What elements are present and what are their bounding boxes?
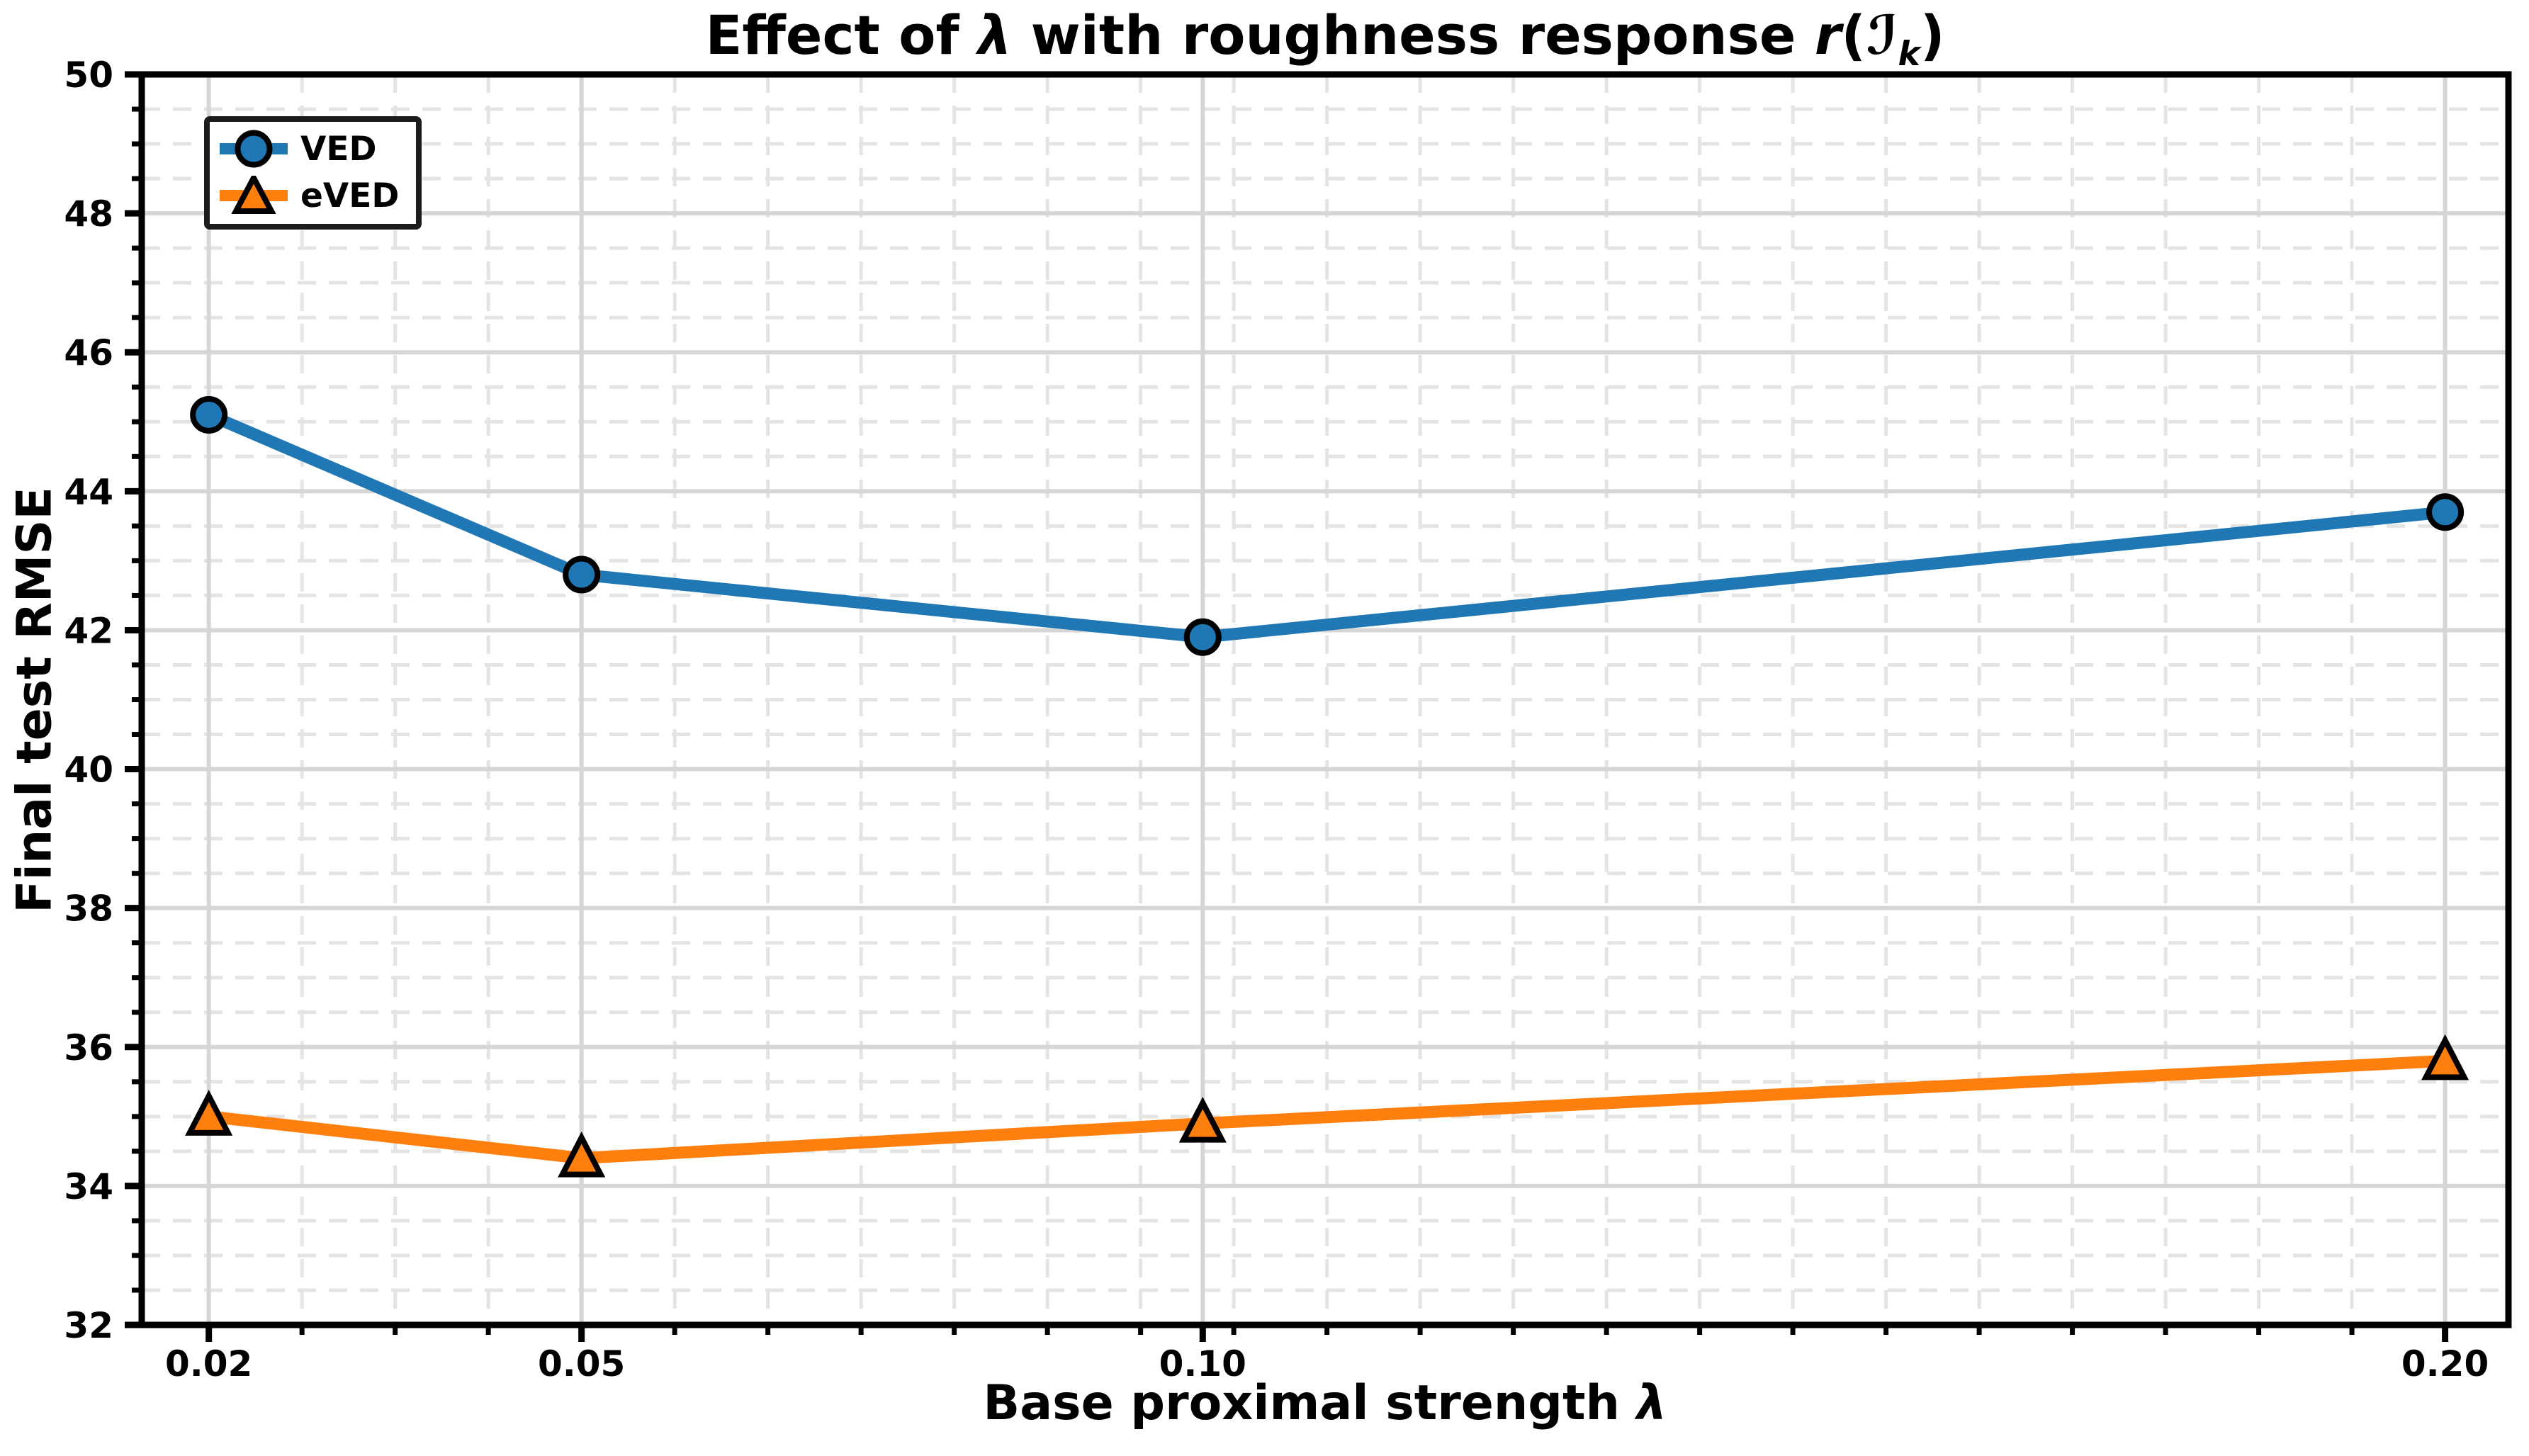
eved-marker-0.05 xyxy=(558,1131,606,1178)
legend-item-ved: VED xyxy=(218,129,399,169)
ved-series xyxy=(190,395,2465,656)
x-tick-label-0.05: 0.05 xyxy=(538,1343,625,1384)
title-sub-k: k xyxy=(1898,35,1920,74)
xlabel-text: Base proximal strength xyxy=(983,1375,1637,1431)
y-tick-label-34: 34 xyxy=(64,1166,113,1207)
y-axis-label: Final test RMSE xyxy=(6,487,63,913)
legend: VED eVED xyxy=(204,116,422,230)
eved-marker-0.10 xyxy=(1178,1096,1227,1143)
y-tick-label-32: 32 xyxy=(64,1305,113,1346)
eved-line xyxy=(203,1054,2452,1165)
eved-series xyxy=(185,1034,2469,1178)
eved-marker-0.20 xyxy=(2421,1034,2469,1080)
ved-line-circle-icon xyxy=(220,130,288,168)
ved-line xyxy=(203,408,2452,643)
legend-label-ved: VED xyxy=(300,129,377,169)
title-middle: with roughness response xyxy=(1012,4,1815,67)
y-tick-label-38: 38 xyxy=(64,888,113,930)
axis-ticks xyxy=(125,71,2449,1342)
minor-gridlines xyxy=(142,74,2508,1325)
ved-marker-0.10 xyxy=(1183,618,1222,656)
y-tick-label-46: 46 xyxy=(64,332,113,373)
ved-marker-0.02 xyxy=(190,395,228,434)
y-tick-label-44: 44 xyxy=(64,471,113,512)
title-open-paren: ( xyxy=(1841,4,1866,67)
title-r: r xyxy=(1814,4,1842,67)
y-tick-label-40: 40 xyxy=(64,750,113,791)
x-axis-label: Base proximal strength λ xyxy=(983,1377,1667,1430)
title-close-paren: ) xyxy=(1920,4,1945,67)
title-script-I: ℐ xyxy=(1866,4,1898,67)
x-tick-label-0.20: 0.20 xyxy=(2401,1343,2489,1384)
eved-marker-0.02 xyxy=(185,1090,233,1136)
title-lambda: λ xyxy=(978,4,1013,67)
ved-marker-0.20 xyxy=(2426,493,2465,531)
legend-item-eved: eVED xyxy=(218,176,399,215)
title-text: Effect of xyxy=(705,4,979,67)
legend-label-eved: eVED xyxy=(300,176,400,215)
y-tick-label-50: 50 xyxy=(64,55,113,96)
x-tick-label-0.10: 0.10 xyxy=(1159,1343,1246,1384)
chart-title: Effect of λ with roughness response r(ℐk… xyxy=(705,4,1945,71)
y-tick-label-42: 42 xyxy=(64,610,113,651)
x-tick-label-0.02: 0.02 xyxy=(165,1343,252,1384)
y-tick-label-36: 36 xyxy=(64,1027,113,1068)
y-tick-label-48: 48 xyxy=(64,193,113,235)
eved-line-triangle-icon xyxy=(220,176,288,214)
ved-marker-0.05 xyxy=(563,555,601,594)
xlabel-lambda: λ xyxy=(1636,1375,1667,1431)
